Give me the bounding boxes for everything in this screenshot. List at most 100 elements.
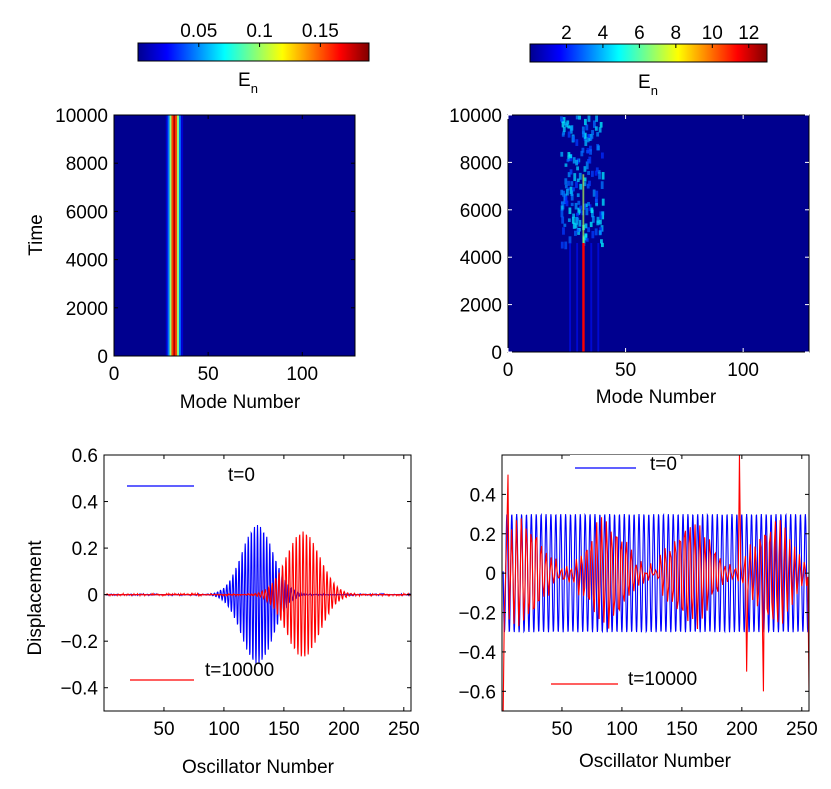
heatmap-cell — [173, 115, 176, 356]
heatmap-speckle — [588, 180, 591, 187]
legend-t0-bottom-left: t=0 — [127, 465, 255, 487]
y-tick-label: 4000 — [66, 251, 108, 272]
heatmap-speckle — [576, 193, 580, 198]
legend-t10000-bottom-right: t=10000 — [545, 669, 715, 706]
heatmap-speckle — [597, 170, 601, 174]
heatmap-cell — [180, 115, 184, 356]
heatmap-speckle — [601, 212, 605, 220]
heatmap-speckle — [586, 147, 590, 154]
colorbar-right-label: En — [638, 72, 658, 98]
y-axis-label-top-left: Time — [26, 214, 47, 256]
heatmap-speckle — [566, 158, 570, 163]
heatmap-speckle — [600, 181, 604, 189]
heatmap-speckle — [575, 139, 579, 146]
heatmap-speckle — [562, 131, 566, 135]
y-axis-label-bottom-left: Displacement — [25, 540, 46, 656]
x-tick-label: 100 — [208, 719, 240, 740]
heatmap-speckle — [590, 170, 594, 177]
heatmap-cell — [177, 115, 180, 356]
panel-top-left: 0.05 0.1 0.15 En 0 50 100 0 2000 4000 6000 8000 1… — [26, 21, 370, 413]
heatmap-mode-line-faint — [582, 174, 585, 243]
heatmap-speckle — [595, 202, 599, 207]
heatmap-speckle — [561, 121, 565, 128]
heatmap-speckle — [564, 178, 568, 185]
heatmap-speckle — [572, 187, 575, 192]
colorbar-right-gradient — [529, 43, 768, 63]
heatmap-speckle — [566, 120, 570, 125]
panel-top-right: 2 4 6 8 10 12 En 0 50 100 0 2000 4000 6000 8000 1000… — [449, 23, 810, 408]
x-axis-label-top-left: Mode Number — [180, 392, 301, 413]
heatmap-speckle — [576, 217, 580, 221]
heatmap-speckle — [587, 201, 590, 206]
heatmap-right-scatter — [560, 115, 605, 352]
heatmap-speckle — [600, 239, 603, 244]
heatmap-speckle — [578, 219, 582, 227]
heatmap-speckle — [598, 230, 602, 236]
heatmap-speckle — [572, 135, 575, 142]
heatmap-speckle — [576, 178, 580, 183]
heatmap-streak — [569, 242, 572, 352]
heatmap-speckle — [560, 205, 564, 211]
heatmap-speckle — [585, 124, 589, 131]
heatmap-speckle — [595, 190, 599, 198]
heatmap-speckle — [586, 136, 590, 143]
x-tick-label: 250 — [388, 719, 420, 740]
heatmap-speckle — [576, 212, 579, 217]
heatmap-speckle — [595, 167, 599, 172]
heatmap-speckle — [574, 202, 578, 210]
x-tick-label: 100 — [727, 360, 759, 381]
heatmap-speckle — [597, 145, 600, 151]
heatmap-speckle — [596, 216, 600, 224]
x-axis-label-top-right: Mode Number — [596, 387, 717, 408]
heatmap-speckle — [600, 225, 604, 232]
y-tick-label: 8000 — [66, 154, 108, 175]
heatmap-speckle — [562, 190, 565, 197]
y-tick-label: 0.2 — [72, 539, 98, 560]
heatmap-speckle — [599, 121, 603, 128]
heatmap-speckle — [565, 200, 569, 207]
colorbar-left: 0.05 0.1 0.15 En — [137, 21, 370, 96]
heatmap-left-bg — [114, 115, 355, 356]
heatmap-speckle — [584, 203, 588, 208]
heatmap-speckle — [569, 186, 573, 195]
heatmap-speckle — [564, 122, 567, 126]
x-tick-label: 250 — [786, 719, 818, 740]
heatmap-speckle — [561, 119, 564, 124]
colorbar-tick-label: 6 — [634, 23, 645, 44]
heatmap-speckle — [601, 172, 605, 180]
heatmap-speckle — [594, 126, 598, 131]
legend-label-t0-bottom-left: t=0 — [228, 465, 255, 486]
series-t10000-bottom-right — [502, 455, 809, 711]
heatmap-cell — [171, 115, 174, 356]
x-tick-label: 0 — [109, 364, 120, 385]
y-tick-label: −0.6 — [458, 682, 496, 703]
heatmap-speckle — [591, 231, 595, 239]
heatmap-cell — [169, 115, 172, 356]
heatmap-speckle — [578, 172, 582, 180]
x-tick-label: 50 — [198, 364, 219, 385]
x-tick-label: 50 — [551, 719, 572, 740]
plot-bottom-left-frame — [103, 454, 412, 712]
heatmap-speckle — [574, 230, 577, 236]
heatmap-speckle — [591, 209, 594, 218]
heatmap-speckle — [587, 133, 591, 138]
x-tick-label: 100 — [286, 364, 318, 385]
heatmap-speckle — [589, 149, 592, 155]
heatmap-speckle — [591, 129, 594, 136]
colorbar-right: 2 4 6 8 10 12 En — [529, 23, 768, 98]
colorbar-tick-label: 0.05 — [180, 21, 217, 42]
heatmap-speckle — [567, 125, 571, 129]
y-tick-label: −0.2 — [60, 632, 98, 653]
heatmap-speckle — [583, 177, 587, 182]
colorbar-tick-label: 12 — [738, 23, 759, 44]
x-tick-label: 50 — [153, 719, 174, 740]
heatmap-speckle — [570, 181, 574, 186]
heatmap-speckle — [560, 116, 563, 122]
heatmap-right-frame — [507, 114, 810, 353]
heatmap-speckle — [577, 200, 581, 205]
colorbar-tick-label: 2 — [561, 23, 572, 44]
heatmap-speckle — [567, 180, 570, 186]
heatmap-speckle — [601, 211, 605, 216]
heatmap-speckle — [560, 151, 564, 157]
